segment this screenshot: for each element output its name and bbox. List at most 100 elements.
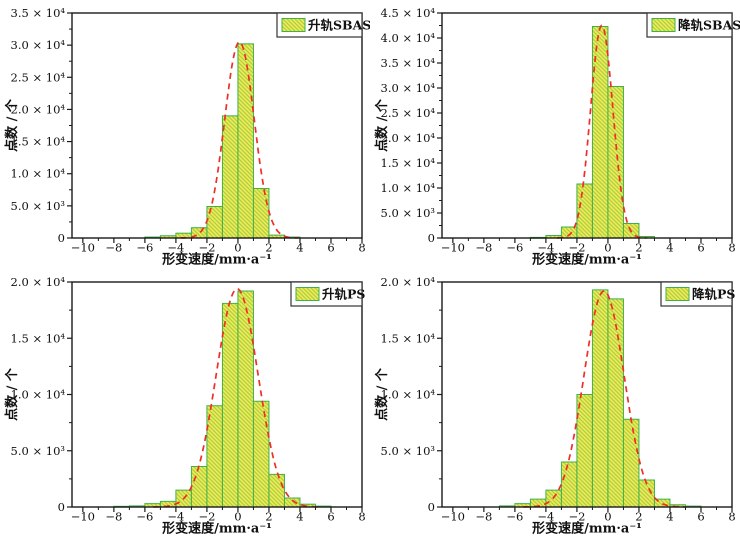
- x-axis-title: 形变速度/mm·a⁻¹: [162, 252, 272, 268]
- y-axis-title: 点数 / 个: [374, 367, 390, 421]
- legend-label: 降轨PS: [692, 287, 735, 302]
- x-tick-label: 8: [358, 241, 365, 255]
- histogram-bars: [529, 26, 655, 239]
- x-tick-label: −4: [167, 241, 184, 255]
- x-axis: −10 −8 −6 −4 −2 0 2 4 6 8: [441, 238, 736, 255]
- y-tick-label: 1.5 × 10⁴: [381, 156, 436, 170]
- x-tick-label: −2: [198, 241, 215, 255]
- legend: 升轨PS: [290, 281, 365, 307]
- x-axis-title: 形变速度/mm·a⁻¹: [532, 521, 642, 537]
- chart-ascending-sbas: −10 −8 −6 −4 −2 0 2 4 6 8 0 5.0 × 10³ 1.0 × 10⁴ 1.5 ×…: [4, 6, 370, 268]
- y-tick-label: 1.0 × 10⁴: [11, 167, 66, 181]
- x-tick-label: 0: [604, 241, 611, 255]
- y-tick-label: 2.0 × 10⁴: [381, 131, 436, 145]
- gaussian-fit-curve: [153, 287, 321, 508]
- histogram-bar: [607, 86, 624, 239]
- y-tick-label: 1.0 × 10⁴: [11, 388, 66, 402]
- x-axis: −10 −8 −6 −4 −2 0 2 4 6 8: [71, 507, 366, 524]
- x-tick-label: 6: [697, 510, 704, 524]
- x-tick-label: −2: [198, 510, 215, 524]
- histogram-bar: [622, 418, 640, 508]
- gaussian-fit-curve: [523, 290, 685, 508]
- legend-label: 升轨SBAS: [308, 18, 370, 33]
- y-axis: 0 5.0 × 10³ 1.0 × 10⁴ 1.5 × 10⁴ 2.0 × 10⁴ 2.5…: [11, 6, 72, 245]
- x-tick-label: 4: [296, 241, 303, 255]
- x-tick-label: 0: [604, 510, 611, 524]
- histogram-bars: [498, 289, 702, 508]
- y-tick-label: 0: [428, 231, 435, 245]
- y-tick-label: 3.5 × 10⁴: [11, 6, 66, 20]
- y-tick-label: 3.0 × 10⁴: [381, 81, 436, 95]
- x-tick-label: −8: [475, 510, 492, 524]
- legend: 降轨SBAS: [646, 12, 740, 38]
- histogram-bar: [237, 290, 254, 508]
- histogram-bar: [190, 466, 208, 508]
- histogram-bar: [560, 461, 578, 508]
- x-tick-label: 2: [635, 241, 642, 255]
- x-tick-label: 0: [234, 241, 241, 255]
- y-axis-title: 点数 / 个: [374, 98, 390, 152]
- histogram-bar: [206, 405, 223, 508]
- x-tick-label: −10: [441, 510, 465, 524]
- histogram-bar: [576, 183, 593, 239]
- x-tick-label: 2: [265, 510, 272, 524]
- x-tick-label: −10: [71, 510, 95, 524]
- x-axis: −10 −8 −6 −4 −2 0 2 4 6 8: [441, 507, 736, 524]
- y-tick-label: 2.5 × 10⁴: [11, 70, 66, 84]
- y-tick-label: 1.0 × 10⁴: [381, 388, 436, 402]
- x-tick-label: 0: [234, 510, 241, 524]
- y-axis-title: 点数 / 个: [4, 98, 20, 152]
- x-tick-label: 2: [265, 241, 272, 255]
- chart-descending-ps: −10 −8 −6 −4 −2 0 2 4 6 8 0 5.0 × 10³ 1.0 × 10⁴ 1.5 ×…: [374, 275, 736, 537]
- x-tick-label: −6: [506, 510, 523, 524]
- y-tick-label: 2.0 × 10⁴: [381, 275, 436, 289]
- histogram-bar: [221, 115, 239, 239]
- histogram-bar: [560, 226, 578, 239]
- histogram-bars: [113, 290, 332, 508]
- y-tick-label: 4.5 × 10⁴: [381, 6, 436, 20]
- y-axis: 0 5.0 × 10³ 1.0 × 10⁴ 1.5 × 10⁴ 2.0 × 10⁴: [381, 275, 442, 514]
- y-axis: 0 5.0 × 10³ 1.0 × 10⁴ 1.5 × 10⁴ 2.0 × 10⁴ 2.5…: [381, 6, 442, 245]
- y-tick-label: 0: [58, 500, 65, 514]
- x-tick-label: −2: [568, 510, 585, 524]
- legend-label: 降轨SBAS: [678, 18, 740, 33]
- x-tick-label: −8: [105, 510, 122, 524]
- y-tick-label: 1.5 × 10⁴: [11, 135, 66, 149]
- histogram-bar: [252, 188, 270, 239]
- gaussian-fit-curve: [557, 24, 647, 239]
- x-tick-label: −6: [506, 241, 523, 255]
- histogram-bar: [252, 400, 270, 508]
- x-tick-label: 4: [296, 510, 303, 524]
- y-tick-label: 5.0 × 10³: [381, 444, 436, 458]
- x-tick-label: −8: [475, 241, 492, 255]
- y-tick-label: 1.0 × 10⁴: [381, 181, 436, 195]
- x-tick-label: −4: [537, 510, 554, 524]
- gaussian-fit-curve: [180, 40, 299, 239]
- x-tick-label: 2: [635, 510, 642, 524]
- histogram-bar: [607, 298, 624, 508]
- y-tick-label: 4.0 × 10⁴: [381, 31, 436, 45]
- histogram-bar: [221, 302, 239, 508]
- x-tick-label: −10: [441, 241, 465, 255]
- legend-swatch: [665, 287, 690, 301]
- legend-label: 升轨PS: [322, 287, 365, 302]
- y-tick-label: 3.0 × 10⁴: [11, 38, 66, 52]
- x-axis: −10 −8 −6 −4 −2 0 2 4 6 8: [71, 238, 366, 255]
- y-tick-label: 3.5 × 10⁴: [381, 56, 436, 70]
- plot-frame: [71, 12, 363, 239]
- x-axis-title: 形变速度/mm·a⁻¹: [532, 252, 642, 268]
- x-tick-label: 8: [728, 241, 735, 255]
- x-tick-label: −6: [136, 241, 153, 255]
- legend-swatch: [281, 18, 306, 32]
- histogram-bar: [268, 473, 285, 508]
- y-tick-label: 5.0 × 10³: [381, 206, 436, 220]
- y-tick-label: 5.0 × 10³: [11, 444, 66, 458]
- x-tick-label: −2: [568, 241, 585, 255]
- x-tick-label: 6: [697, 241, 704, 255]
- x-tick-label: 6: [327, 510, 334, 524]
- x-tick-label: 4: [666, 510, 673, 524]
- x-tick-label: −10: [71, 241, 95, 255]
- y-tick-label: 0: [428, 500, 435, 514]
- y-axis: 0 5.0 × 10³ 1.0 × 10⁴ 1.5 × 10⁴ 2.0 × 10⁴: [11, 275, 72, 514]
